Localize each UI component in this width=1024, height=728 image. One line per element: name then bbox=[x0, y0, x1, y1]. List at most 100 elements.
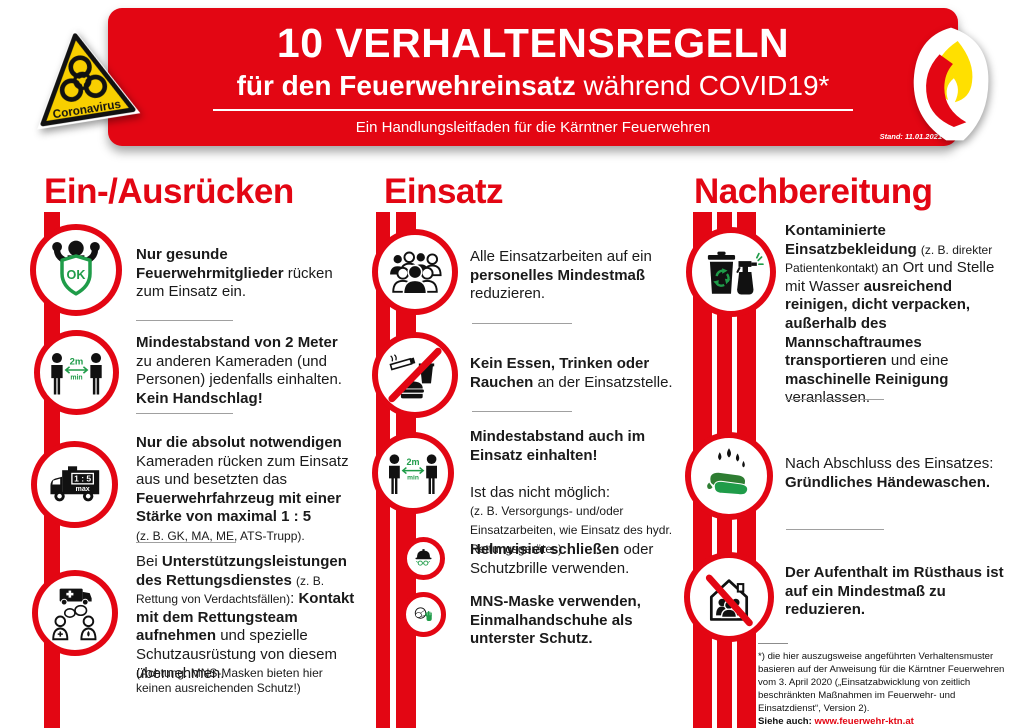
divider bbox=[472, 323, 572, 324]
rule-text: Kein Essen, Trinken oder Rauchen an der … bbox=[470, 355, 680, 392]
ok-label: OK bbox=[67, 268, 86, 282]
divider bbox=[136, 320, 233, 321]
rule-text: Alle Einsatzarbeiten auf ein personelles… bbox=[470, 248, 675, 304]
text-segment: ausreichend reinigen, dicht verpacken, a… bbox=[785, 277, 971, 370]
website-link[interactable]: www.feuerwehr-ktn.at bbox=[814, 716, 914, 728]
divider bbox=[786, 399, 884, 400]
text-segment: (z. B. Versorgungs- und/oder Einsatzarbe… bbox=[470, 504, 673, 556]
divider bbox=[786, 529, 884, 530]
text-segment: Unterstützungsleistungen des Rettungsdie… bbox=[136, 553, 347, 589]
text-segment: Kameraden rücken zum Einsatz aus und bes… bbox=[136, 452, 349, 489]
distance-2m-icon: 2m min bbox=[51, 352, 102, 395]
text-segment: während COVID19* bbox=[575, 70, 830, 101]
version-note: Stand: 11.01.2021 bbox=[879, 132, 942, 141]
text-segment: (z. B. direkter Patientenkontakt) bbox=[785, 242, 993, 276]
rule-icon-circle bbox=[685, 432, 773, 520]
firetruck-crew-icon: 1 : 5 max bbox=[50, 466, 100, 502]
text-segment: oder Schutzbrille verwenden. bbox=[470, 541, 654, 577]
text-segment: rücken zum Einsatz ein. bbox=[136, 264, 333, 301]
divider bbox=[136, 542, 236, 543]
column-title-einsatz: Einsatz bbox=[384, 172, 504, 211]
poster-title: 10 VERHALTENSREGELN bbox=[276, 20, 790, 66]
rule-icon-circle bbox=[401, 592, 446, 637]
rule-icon-circle bbox=[372, 332, 458, 418]
hand-washing-icon bbox=[707, 448, 749, 496]
text-segment: Nur gesunde Feuerwehrmitglieder bbox=[136, 246, 288, 282]
footnote: *) die hier auszugsweise angeführten Ver… bbox=[758, 650, 1012, 728]
text-segment: Siehe auch: bbox=[758, 716, 815, 728]
coronavirus-biohazard-icon: Coronavirus bbox=[37, 29, 141, 130]
text-segment: Mindestabstand von 2 Meter bbox=[136, 334, 338, 351]
text-segment: (z. B. Rettung von Verdachtsfällen) bbox=[136, 573, 325, 607]
text-segment: und spezielle Schutzausrüstung von diese… bbox=[136, 627, 337, 682]
rule-text: Der Aufenthalt im Rüsthaus ist auf ein M… bbox=[785, 564, 1013, 620]
no-gathering-firestation-icon bbox=[705, 574, 753, 627]
rule-icon-circle: 1 : 5 max bbox=[31, 441, 118, 528]
rule-icon-circle bbox=[32, 570, 118, 656]
text-segment: Kontakt mit dem Rettungsteam aufnehmen bbox=[136, 590, 355, 645]
header-banner: 10 VERHALTENSREGELN für den Feuerwehrein… bbox=[108, 8, 958, 146]
text-segment: MNS-Maske verwenden, Einmalhandschuhe al… bbox=[470, 593, 641, 648]
text-segment: personelles Mindestmaß bbox=[470, 266, 646, 284]
rule-text: Helmvisier schließen oder Schutzbrille v… bbox=[470, 541, 682, 578]
rule-text: Nur gesunde Feuerwehrmitglieder rücken z… bbox=[136, 246, 348, 302]
text-segment: an Ort und Stelle mit Wasser bbox=[785, 259, 995, 295]
text-segment: für den Feuerwehreinsatz bbox=[236, 70, 576, 101]
crowd-icon bbox=[388, 251, 442, 295]
mask-gloves-icon bbox=[414, 607, 432, 621]
text-segment: Feuerwehrfahrzeug mit einer Stärke von m… bbox=[136, 489, 342, 526]
rule-icon-circle bbox=[686, 227, 776, 317]
text-segment: Nur die absolut notwendigen bbox=[136, 434, 342, 451]
rule-text: MNS-Maske verwenden, Einmalhandschuhe al… bbox=[470, 593, 682, 649]
text-segment: Kein Essen, Trinken oder Rauchen bbox=[470, 355, 650, 391]
no-eating-drinking-smoking-icon bbox=[388, 347, 442, 403]
text-segment: (z. B. GK, MA, ME, ATS-Trupp). bbox=[136, 528, 305, 543]
rule-text: Nur die absolut notwendigen Kameraden rü… bbox=[136, 434, 356, 546]
distance-label: 2m bbox=[406, 457, 419, 467]
text-segment: *) die hier auszugsweise angeführten Ver… bbox=[758, 651, 1005, 715]
rule-icon-circle: OK bbox=[30, 224, 122, 316]
rule-text: Bei Unterstützungsleistungen des Rettung… bbox=[136, 553, 356, 683]
text-segment: Gründliches Händewaschen. bbox=[785, 473, 991, 491]
header-divider bbox=[213, 109, 853, 111]
text-segment: Alle Einsatzarbeiten auf ein bbox=[470, 248, 652, 265]
text-segment: zu anderen Kameraden (und Personen) jede… bbox=[136, 352, 342, 389]
rule-note: (Achtung: MNS-Masken bieten hier keinen … bbox=[136, 666, 323, 696]
text-segment: Ist das nicht möglich: bbox=[470, 483, 611, 501]
text-segment: an der Einsatzstelle. bbox=[537, 373, 673, 391]
rule-text: Nach Abschluss des Einsatzes: Gründliche… bbox=[785, 455, 1010, 492]
text-segment: Helmvisier schließen bbox=[470, 541, 624, 558]
healthy-firefighter-icon: OK bbox=[52, 240, 100, 296]
distance-label: 2m bbox=[70, 356, 84, 367]
distance-min-label: min bbox=[407, 475, 419, 482]
divider bbox=[136, 413, 233, 414]
text-segment: Der Aufenthalt im Rüsthaus ist auf ein M… bbox=[785, 564, 1004, 619]
text-segment: Mindestabstand auch im Einsatz einhalten… bbox=[470, 428, 646, 464]
distance-min-label: min bbox=[70, 374, 82, 381]
column-title-ein-ausruecken: Ein-/Ausrücken bbox=[44, 172, 294, 211]
text-segment: veranlassen. bbox=[785, 389, 871, 407]
text-segment: Bei bbox=[136, 553, 162, 570]
text-segment: Nach Abschluss des Einsatzes: bbox=[785, 455, 994, 472]
column-title-nachbereitung: Nachbereitung bbox=[694, 172, 933, 211]
rule-icon-circle: 2m min bbox=[34, 330, 119, 415]
divider bbox=[472, 411, 572, 412]
truck-max-label: max bbox=[75, 485, 89, 493]
rule-icon-circle bbox=[402, 537, 445, 580]
helmet-visor-icon bbox=[415, 549, 432, 566]
rescue-service-contact-icon bbox=[52, 588, 97, 641]
text-segment: Kontaminierte Einsatzbekleidung bbox=[785, 222, 921, 258]
truck-ratio-label: 1 : 5 bbox=[74, 474, 91, 484]
rule-icon-circle bbox=[684, 552, 774, 642]
distance-2m-icon: 2m min bbox=[389, 454, 437, 494]
rule-text: Kontaminierte Einsatzbekleidung (z. B. d… bbox=[785, 222, 1013, 408]
text-segment: maschinelle Reinigung bbox=[785, 370, 949, 388]
rule-text: Mindestabstand von 2 Meter zu anderen Ka… bbox=[136, 334, 354, 408]
text-segment: und eine bbox=[890, 352, 949, 370]
poster-subtitle: für den Feuerwehreinsatz während COVID19… bbox=[108, 70, 958, 102]
rule-text: Mindestabstand auch im Einsatz einhalten… bbox=[470, 428, 682, 558]
text-segment: Kein Handschlag! bbox=[136, 389, 263, 407]
poster-tagline: Ein Handlungsleitfaden für die Kärntner … bbox=[355, 119, 711, 136]
text-segment: reduzieren. bbox=[470, 285, 546, 303]
